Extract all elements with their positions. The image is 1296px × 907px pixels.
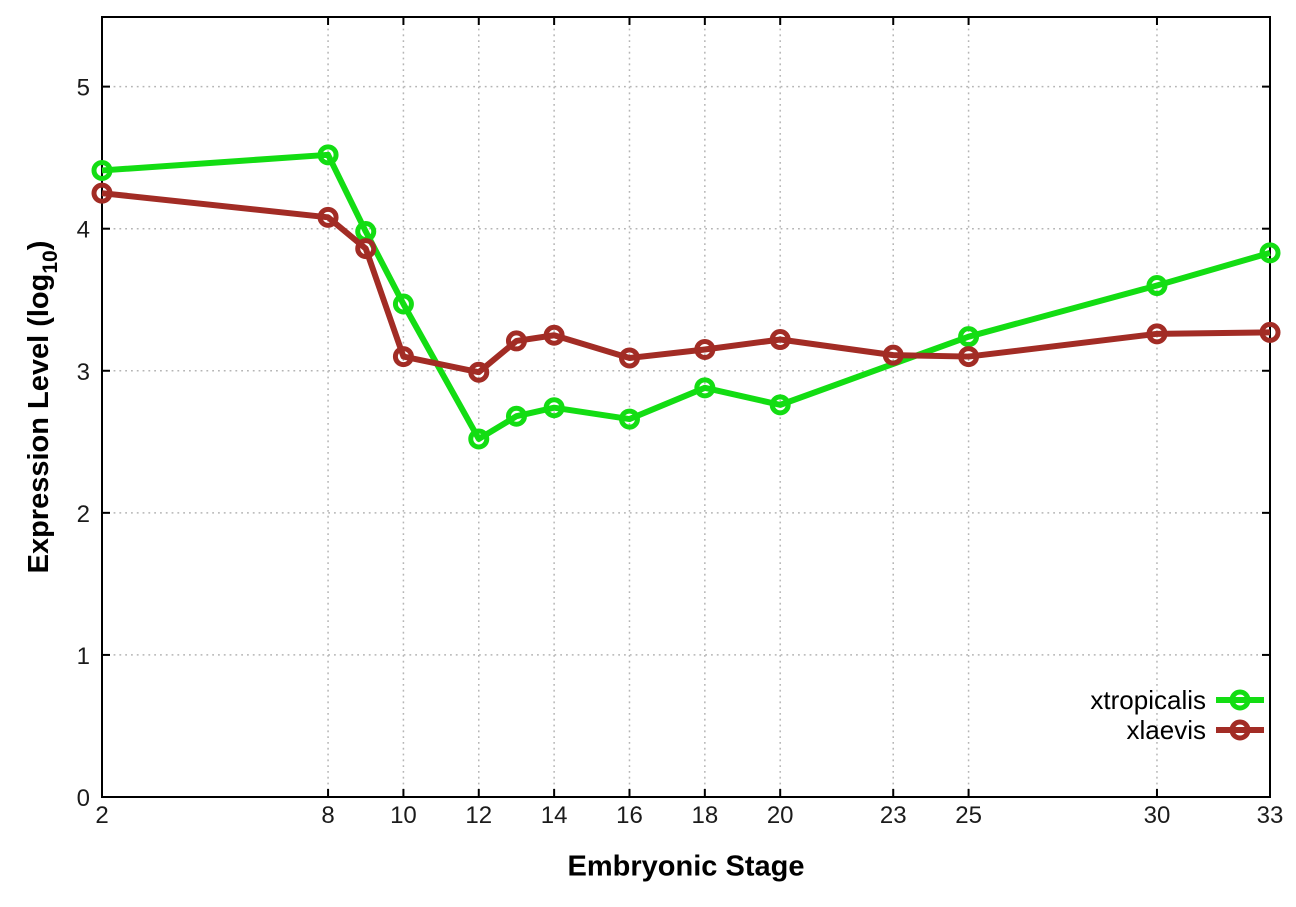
series-line-xtropicalis bbox=[101, 151, 1271, 442]
legend-label-xtropicalis: xtropicalis bbox=[1090, 685, 1206, 715]
data-point-xtropicalis bbox=[505, 405, 527, 427]
y-axis-title: Expression Level (log10) bbox=[23, 240, 62, 574]
data-point-xlaevis bbox=[769, 329, 791, 351]
data-point-xlaevis bbox=[543, 324, 565, 346]
data-point-xtropicalis bbox=[317, 144, 339, 166]
x-tick-label: 20 bbox=[767, 802, 794, 829]
x-tick-label: 16 bbox=[616, 802, 643, 829]
data-point-xtropicalis bbox=[694, 377, 716, 399]
x-axis-title: Embryonic Stage bbox=[567, 850, 805, 883]
data-point-xlaevis bbox=[1259, 321, 1281, 343]
x-tick-label: 30 bbox=[1144, 802, 1171, 829]
data-point-xtropicalis bbox=[958, 326, 980, 348]
x-tick-label: 25 bbox=[955, 802, 982, 829]
x-tick-label: 10 bbox=[390, 802, 417, 829]
data-point-xlaevis bbox=[392, 346, 414, 368]
data-point-xlaevis bbox=[317, 206, 339, 228]
x-tick-label: 33 bbox=[1257, 802, 1284, 829]
data-point-xlaevis bbox=[958, 346, 980, 368]
x-tick-label: 12 bbox=[465, 802, 492, 829]
data-point-xtropicalis bbox=[468, 428, 490, 450]
data-point-xtropicalis bbox=[543, 397, 565, 419]
y-tick-label: 3 bbox=[77, 359, 90, 386]
data-point-xlaevis bbox=[1146, 323, 1168, 345]
data-point-xtropicalis bbox=[769, 394, 791, 416]
data-point-xlaevis bbox=[468, 361, 490, 383]
legend-item-xtropicalis: xtropicalis bbox=[1090, 685, 1266, 715]
y-tick-label: 1 bbox=[77, 643, 90, 670]
data-point-xlaevis bbox=[355, 238, 377, 260]
x-tick-label: 14 bbox=[541, 802, 568, 829]
y-tick-label: 0 bbox=[77, 785, 90, 812]
data-point-xlaevis bbox=[882, 344, 904, 366]
data-point-xtropicalis bbox=[91, 159, 113, 181]
legend-marker-xlaevis bbox=[1216, 719, 1264, 741]
y-tick-label: 4 bbox=[77, 217, 90, 244]
data-point-xlaevis bbox=[694, 338, 716, 360]
x-tick-label: 18 bbox=[691, 802, 718, 829]
data-point-xlaevis bbox=[91, 182, 113, 204]
data-point-xlaevis bbox=[618, 347, 640, 369]
legend-marker-xtropicalis bbox=[1216, 689, 1264, 711]
x-tick-label: 2 bbox=[95, 802, 108, 829]
y-axis-title-subscript: 10 bbox=[38, 250, 62, 274]
y-tick-label: 5 bbox=[77, 75, 90, 102]
data-point-xtropicalis bbox=[1259, 242, 1281, 264]
data-point-xtropicalis bbox=[1146, 275, 1168, 297]
y-axis-title-close: ) bbox=[23, 240, 56, 251]
y-tick-label: 2 bbox=[77, 501, 90, 528]
legend-label-xlaevis: xlaevis bbox=[1126, 715, 1206, 745]
data-point-xlaevis bbox=[505, 330, 527, 352]
x-tick-label: 8 bbox=[321, 802, 334, 829]
y-axis-title-text: Expression Level (log bbox=[23, 273, 56, 574]
data-point-xtropicalis bbox=[392, 293, 414, 315]
series-line-xlaevis bbox=[101, 190, 1271, 376]
legend: xtropicalis xlaevis bbox=[1090, 685, 1266, 745]
x-tick-label: 23 bbox=[880, 802, 907, 829]
legend-item-xlaevis: xlaevis bbox=[1127, 715, 1266, 745]
data-point-xtropicalis bbox=[618, 408, 640, 430]
